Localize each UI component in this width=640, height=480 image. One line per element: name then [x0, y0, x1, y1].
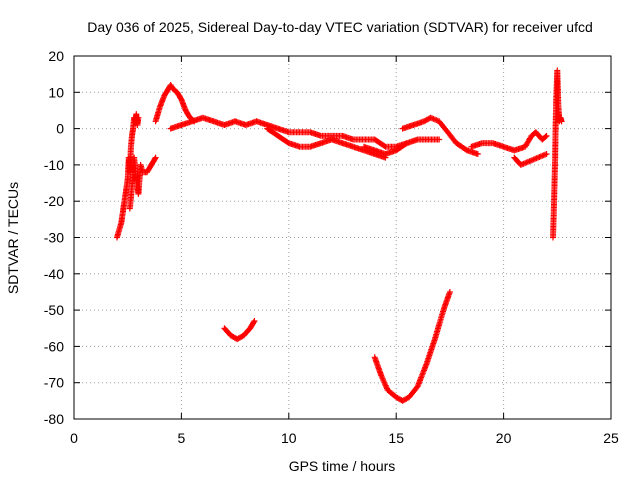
series-evening-low [511, 151, 550, 168]
y-tick-label: -50 [44, 302, 64, 318]
chart-title: Day 036 of 2025, Sidereal Day-to-day VTE… [87, 19, 593, 35]
marker-trace [511, 151, 550, 168]
series-afternoon-arch [399, 114, 481, 158]
grid [74, 56, 611, 419]
y-tick-label: -70 [44, 375, 64, 391]
y-tick-label: -20 [44, 193, 64, 209]
marker-trace [361, 136, 443, 157]
series-spike [550, 67, 565, 241]
marker-trace [221, 317, 258, 343]
y-tick-label: 10 [48, 84, 64, 100]
marker-trace [126, 154, 159, 212]
series-early-rise [114, 111, 142, 241]
series-mid-b [264, 125, 389, 161]
series-isolated-a [221, 317, 258, 343]
series-mid-a [167, 114, 410, 150]
x-axis-label: GPS time / hours [289, 458, 396, 474]
y-tick-label: -40 [44, 266, 64, 282]
series-mid-c [361, 136, 443, 157]
marker-trace [114, 111, 142, 241]
series-evening [468, 129, 550, 154]
x-tick-label: 5 [178, 430, 186, 446]
x-axis: 0 5 10 15 20 25 [70, 56, 619, 446]
x-tick-label: 25 [603, 430, 619, 446]
y-axis-label: SDTVAR / TECUs [5, 182, 21, 294]
x-tick-label: 0 [70, 430, 78, 446]
y-tick-label: -80 [44, 411, 64, 427]
y-tick-label: 20 [48, 48, 64, 64]
x-tick-label: 10 [281, 430, 297, 446]
marker-trace [264, 125, 389, 161]
marker-trace [152, 82, 198, 125]
series-isolated-b [371, 288, 453, 404]
x-tick-label: 20 [496, 430, 512, 446]
series-peak [152, 82, 198, 125]
marker-trace [399, 114, 481, 158]
y-tick-label: 0 [56, 121, 64, 137]
data-series [114, 67, 565, 404]
marker-trace [371, 288, 453, 404]
marker-trace [167, 114, 410, 150]
series-early-dip [126, 154, 159, 212]
y-tick-label: -30 [44, 230, 64, 246]
marker-trace [468, 129, 550, 154]
y-tick-label: -60 [44, 338, 64, 354]
x-tick-label: 15 [388, 430, 404, 446]
marker-trace [550, 67, 565, 241]
y-axis: 20 10 0 -10 -20 -30 -40 -50 -60 -70 -80 [44, 48, 611, 427]
y-tick-label: -10 [44, 157, 64, 173]
